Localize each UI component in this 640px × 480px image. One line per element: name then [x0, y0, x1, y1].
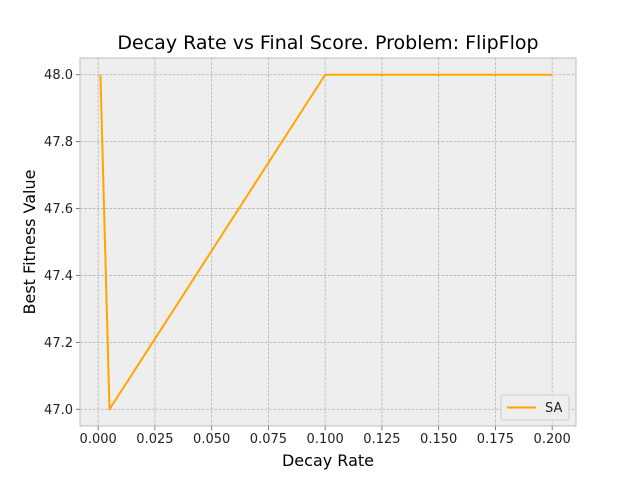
x-tick-label: 0.025	[136, 432, 173, 447]
y-tick-label: 47.6	[44, 202, 73, 217]
x-tick-label: 0.150	[420, 432, 457, 447]
legend: SA	[500, 394, 570, 421]
x-tick-label: 0.075	[250, 432, 287, 447]
plot-frame	[79, 57, 577, 427]
x-tick-label: 0.050	[193, 432, 230, 447]
series	[99, 73, 553, 411]
legend-label-sa: SA	[545, 401, 562, 416]
y-tick-label: 47.8	[44, 135, 73, 150]
chart-title: Decay Rate vs Final Score. Problem: Flip…	[117, 32, 538, 54]
ticks: 0.000 0.025 0.050 0.075 0.100 0.125 0.150 0.175…	[44, 68, 571, 447]
x-tick-label: 0.200	[534, 432, 571, 447]
y-axis-label: Best Fitness Value	[20, 170, 39, 315]
y-tick-label: 48.0	[44, 68, 73, 83]
x-tick-label: 0.000	[80, 432, 117, 447]
y-tick-label: 47.0	[44, 403, 73, 418]
plot-area	[80, 58, 576, 426]
x-tick-label: 0.100	[307, 432, 344, 447]
x-axis-label: Decay Rate	[282, 451, 374, 470]
y-tick-label: 47.4	[44, 269, 73, 284]
x-tick-label: 0.125	[363, 432, 400, 447]
x-tick-label: 0.175	[477, 432, 514, 447]
y-tick-label: 47.2	[44, 336, 73, 351]
series-line-sa	[99, 73, 553, 411]
